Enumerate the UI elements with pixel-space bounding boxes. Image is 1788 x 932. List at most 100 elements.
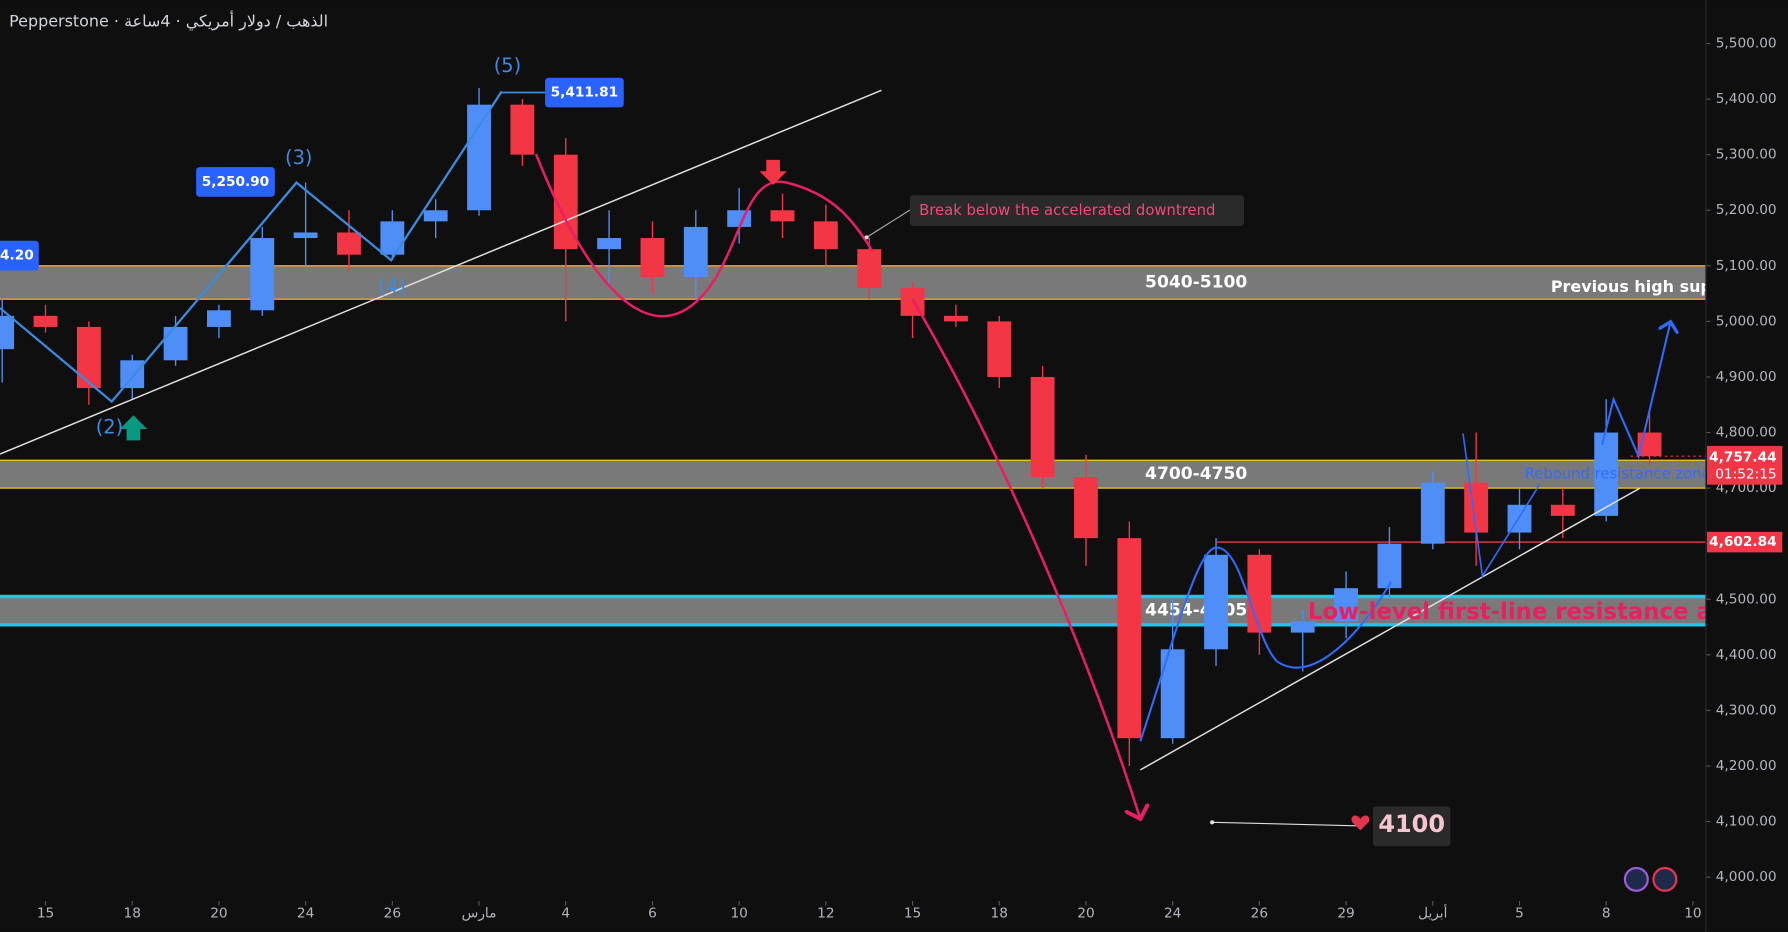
current-price-tag — [1707, 445, 1783, 485]
anchor-dot — [864, 235, 869, 240]
candles — [0, 87, 1662, 766]
wave-label: (3) — [285, 146, 312, 169]
x-tick-label: 24 — [1164, 906, 1181, 922]
x-tick-label: 26 — [384, 906, 401, 922]
zone-label: 4454-4505 — [1145, 601, 1247, 621]
leader-line — [1212, 821, 1357, 827]
price-callout-box — [545, 77, 624, 108]
x-tick-label: أبريل — [1418, 904, 1448, 922]
arrow-curve — [911, 298, 1140, 819]
y-tick-label: 4,200.00 — [1716, 758, 1777, 774]
x-tick-label: 12 — [817, 906, 834, 922]
current-price-label: 4,757.44 — [1709, 449, 1776, 465]
candle-body — [1074, 477, 1098, 539]
x-tick-label: 29 — [1337, 906, 1354, 922]
candle-body — [1030, 376, 1055, 478]
y-tick-label: 4,500.00 — [1716, 591, 1777, 607]
candle-body — [207, 310, 231, 327]
candle-body — [770, 210, 795, 222]
target-label: 4100 — [1378, 810, 1445, 838]
candle-body — [683, 226, 708, 277]
flag-icon — [1652, 866, 1678, 892]
y-tick-label: 5,200.00 — [1716, 202, 1777, 218]
leader-line — [866, 209, 911, 238]
y-tick-label: 5,000.00 — [1716, 313, 1777, 329]
candle-body — [33, 315, 58, 327]
x-tick-label: 15 — [904, 906, 921, 922]
wave-label: (4) — [379, 275, 406, 298]
candle-body — [1464, 482, 1489, 533]
x-tick-label: 18 — [124, 906, 141, 922]
candle-body — [1160, 649, 1185, 739]
x-tick-label: 20 — [1077, 906, 1094, 922]
wave-line — [1462, 433, 1541, 579]
x-tick-label: 5 — [1515, 906, 1524, 922]
heart-icon — [1351, 815, 1370, 831]
x-tick-label: 18 — [991, 906, 1008, 922]
y-tick-label: 4,900.00 — [1716, 369, 1777, 385]
candle-body — [1334, 588, 1358, 622]
x-tick-label: 26 — [1251, 906, 1268, 922]
annotation: Low-level first-line resistance area — [1308, 599, 1754, 625]
overlay: 4,000.00 4,100.00 4,200.00 4,300.00 4,400.00… — [37, 36, 1783, 922]
x-tick-label: 6 — [648, 906, 657, 922]
candle-body — [380, 221, 405, 255]
candle-body — [76, 326, 101, 389]
candle-body — [250, 238, 275, 311]
drawings: Break below the accelerated downtrend Pr… — [0, 54, 1754, 847]
y-tick-label: 4,100.00 — [1716, 814, 1777, 830]
price-label-box — [0, 240, 39, 271]
candle-body — [1594, 432, 1619, 516]
annotation-box — [909, 195, 1245, 226]
candle-body — [467, 104, 491, 211]
anchor-dot — [1210, 820, 1215, 825]
y-tick-label: 4,300.00 — [1716, 702, 1777, 718]
x-tick-label: 15 — [37, 906, 54, 922]
curve — [534, 153, 874, 318]
candle-body — [1377, 543, 1402, 589]
candle-body — [120, 360, 145, 389]
candle-body — [1420, 482, 1445, 544]
y-tick-label: 5,300.00 — [1716, 147, 1777, 163]
wave-label: (2) — [96, 415, 123, 438]
level-tag-label: 4,602.84 — [1709, 534, 1776, 550]
price-callout-box — [196, 167, 275, 197]
y-tick-label: 4,000.00 — [1716, 869, 1777, 885]
zone — [0, 460, 1706, 489]
x-tick-label: 20 — [210, 906, 227, 922]
down-arrow — [759, 159, 787, 185]
candle-body — [857, 249, 882, 289]
candle-body — [510, 104, 535, 155]
candle-body — [813, 221, 838, 250]
x-tick-label: 24 — [297, 906, 314, 922]
zone-label: 4700-4750 — [1145, 464, 1247, 484]
y-tick-label: 4,800.00 — [1716, 425, 1777, 441]
annotation: Previous high support — [1551, 277, 1750, 296]
candle-body — [987, 321, 1012, 377]
curve — [1139, 546, 1393, 742]
price-callout: 5,411.81 — [551, 85, 618, 101]
x-tick-label: 10 — [1684, 906, 1701, 922]
candle-body — [553, 154, 578, 250]
x-tick-label: 4 — [561, 906, 570, 922]
candle-body — [163, 326, 188, 361]
countdown-label: 01:52:15 — [1715, 466, 1776, 482]
x-tick-label: مارس — [462, 906, 497, 922]
wave-label: (5) — [494, 54, 521, 77]
candle-body — [1247, 554, 1272, 633]
x-tick-label: 8 — [1602, 906, 1611, 922]
flag-icon — [1623, 866, 1649, 892]
candle-body — [640, 238, 665, 277]
price-callout: 5,250.90 — [202, 174, 269, 190]
x-tick-label: 10 — [730, 906, 747, 922]
candle-body — [597, 238, 622, 250]
wave-line — [0, 90, 503, 404]
y-tick-label: 4,400.00 — [1716, 647, 1777, 663]
candle-body — [1550, 504, 1575, 516]
y-tick-label: 5,100.00 — [1716, 258, 1777, 274]
chart-title: Pepperstone · الذهب / دولار أمريكي · 4سا… — [9, 10, 328, 31]
target-box — [1372, 806, 1451, 847]
candle-body — [1290, 621, 1315, 633]
level-tag — [1707, 531, 1783, 553]
